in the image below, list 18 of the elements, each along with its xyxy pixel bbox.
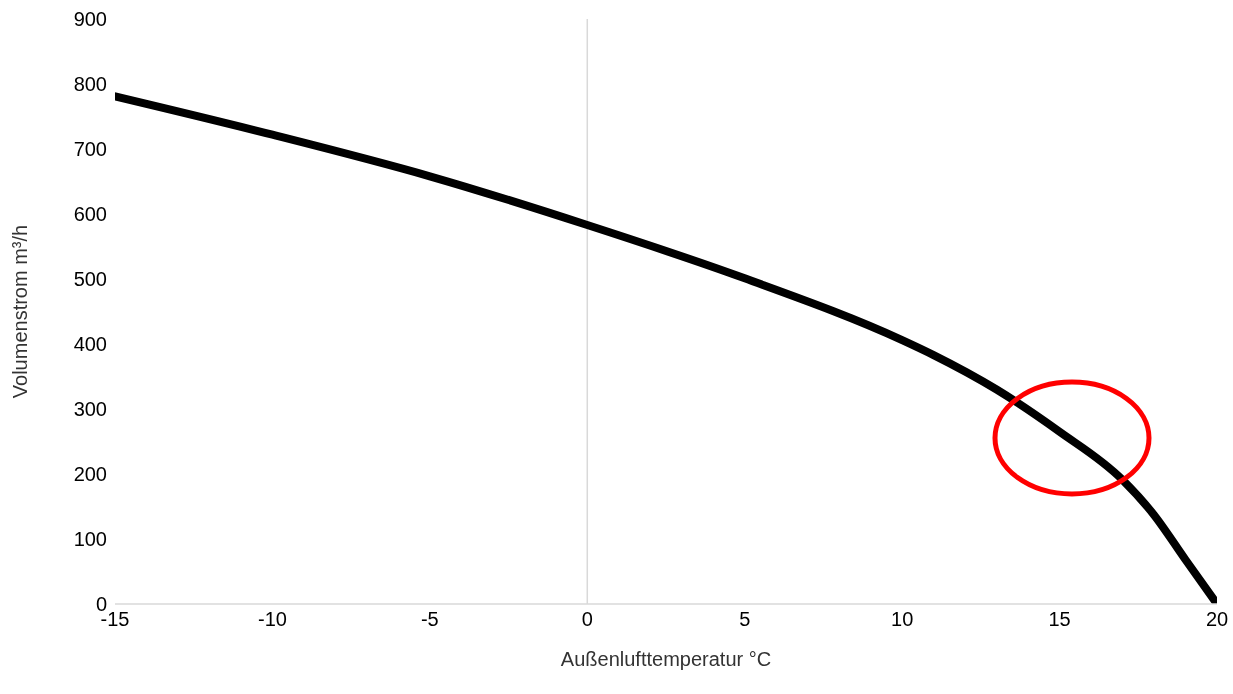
x-tick-label: -5 [420,608,439,631]
y-tick-label: 300 [73,398,107,421]
x-tick-label: -10 [257,608,287,631]
y-tick-label: 900 [73,8,107,31]
y-tick-label: 800 [73,73,107,96]
y-axis-title: Volumenstrom m³/h [9,224,32,399]
x-tick-label: 5 [739,608,751,631]
y-tick-label: 100 [73,528,107,551]
x-axis-title: Außenlufttemperatur °C [560,648,772,670]
y-tick-label: 400 [73,333,107,356]
x-tick-label: 15 [1048,608,1071,631]
y-tick-label: 600 [73,203,107,226]
x-tick-label: 0 [581,608,593,631]
y-tick-label: 200 [73,463,107,486]
y-tick-label: 500 [73,268,107,291]
x-tick-label: 10 [891,608,914,631]
x-tick-label: 20 [1205,608,1229,631]
y-tick-label: 700 [73,138,107,161]
